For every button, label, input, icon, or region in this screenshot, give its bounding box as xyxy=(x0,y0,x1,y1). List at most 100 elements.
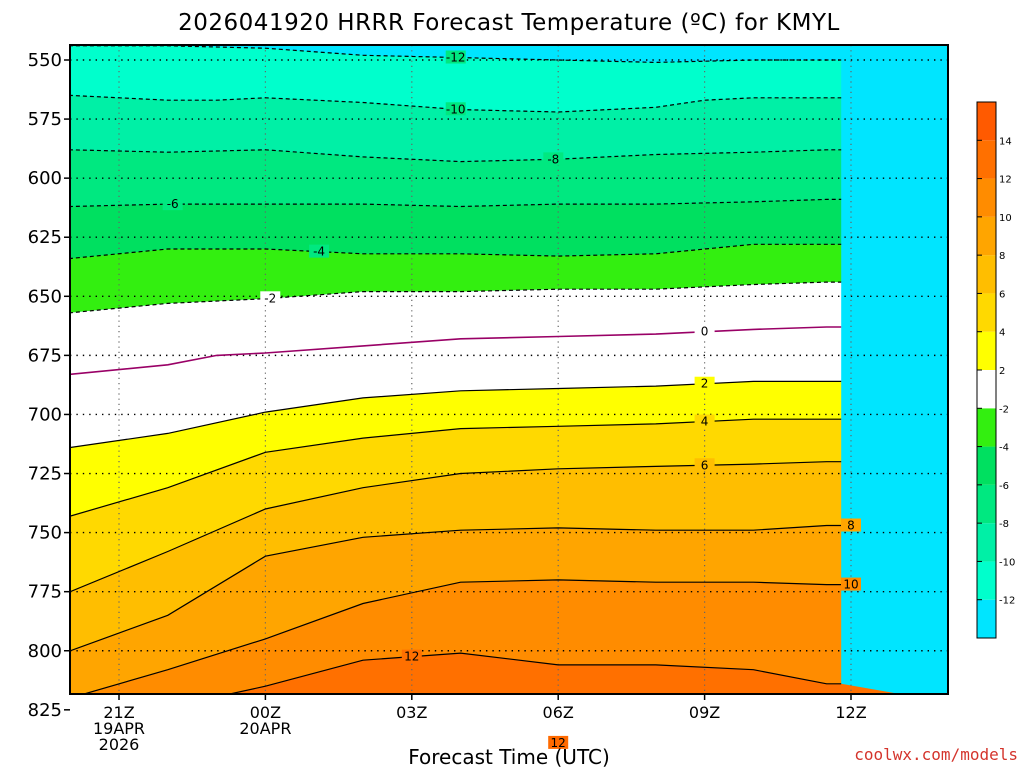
contour-label-bg xyxy=(162,197,183,211)
isotherm-6 xyxy=(70,461,842,593)
contour-label: -6 xyxy=(167,197,179,211)
isotherm--4 xyxy=(70,243,842,260)
colorbar-tick-label: 4 xyxy=(999,328,1005,339)
credit-text: coolwx.com/models xyxy=(854,745,1018,764)
isotherm--6 xyxy=(70,198,842,208)
colorbar-tick-label: 12 xyxy=(999,175,1012,186)
contour-label: 6 xyxy=(701,458,709,472)
y-tick-label: 750 xyxy=(28,523,62,544)
colorbar-tick-label: -6 xyxy=(999,481,1009,492)
contour-label-bg xyxy=(548,735,569,749)
x-tick-label: 09Z xyxy=(689,703,720,722)
y-tick-label: 625 xyxy=(28,227,62,248)
isotherm-12 xyxy=(226,652,842,694)
y-tick-label: 550 xyxy=(28,50,62,71)
contour-label-bg xyxy=(841,518,861,532)
isotherm-2 xyxy=(70,380,842,449)
contour-label-bg xyxy=(694,414,715,428)
contour-label: 10 xyxy=(843,578,858,592)
contour-label-bg xyxy=(694,324,715,338)
y-tick-label: 675 xyxy=(28,345,62,366)
x-tick-label: 06Z xyxy=(543,703,574,722)
colorbar-tick-label: -10 xyxy=(999,557,1015,568)
contour-label: 0 xyxy=(701,325,709,339)
fill-band xyxy=(70,95,842,162)
colorbar-segment xyxy=(977,599,996,638)
x-tick-label: 21Z xyxy=(103,703,134,722)
contour-label-bg xyxy=(841,577,861,591)
fill-band xyxy=(70,327,842,448)
isotherm-4 xyxy=(70,418,842,517)
colorbar-tick-label: -2 xyxy=(999,404,1009,415)
y-tick-label: 775 xyxy=(28,582,62,603)
temperature-fill-bands xyxy=(70,45,948,694)
x-tick-label: 12Z xyxy=(835,703,866,722)
colorbar-segment xyxy=(977,408,996,447)
colorbar-segment xyxy=(977,523,996,562)
y-tick-label: 600 xyxy=(28,168,62,189)
colorbar-segment xyxy=(977,216,996,256)
y-axis: 550 575 600 625 650 675 700 725 750 775 800 825 xyxy=(28,50,70,721)
y-tick-label: 575 xyxy=(28,109,62,130)
y-tick-label: 800 xyxy=(28,641,62,662)
chart-title: 2026041920 HRRR Forecast Temperature (ºC… xyxy=(178,10,840,36)
colorbar-segment xyxy=(977,331,996,370)
colorbar: -12 -10 -8 -6 -4 -2 2 4 6 8 10 12 14 xyxy=(976,101,1015,639)
isotherm-8 xyxy=(70,524,842,652)
colorbar-tick-label: 10 xyxy=(999,213,1012,224)
fill-band xyxy=(229,653,901,694)
fill-band xyxy=(70,525,842,694)
isotherm-10 xyxy=(81,579,842,694)
colorbar-segment xyxy=(977,370,996,409)
y-tick-label: 700 xyxy=(28,404,62,425)
contour-label: 12 xyxy=(551,736,566,750)
fill-band xyxy=(70,461,842,651)
contour-label-bg xyxy=(694,458,715,472)
x-axis-label: Forecast Time (UTC) xyxy=(408,745,610,768)
isotherm-0 xyxy=(70,326,842,376)
colorbar-tick-label: 8 xyxy=(999,251,1005,262)
colorbar-tick-label: 14 xyxy=(999,136,1012,147)
colorbar-segment xyxy=(977,140,996,179)
contour-label: -8 xyxy=(547,152,559,166)
x-tick-label: 2026 xyxy=(99,735,140,754)
colorbar-tick-label: -12 xyxy=(999,596,1015,607)
fill-band xyxy=(70,419,842,592)
contour-label-bg xyxy=(309,244,330,258)
isotherm--8 xyxy=(70,149,842,163)
contour-label: -4 xyxy=(313,245,325,259)
contour-label: -10 xyxy=(446,102,466,116)
contour-label: 8 xyxy=(847,519,855,533)
isotherm--2 xyxy=(70,281,842,314)
fill-band xyxy=(70,199,842,259)
y-tick-label: 725 xyxy=(28,464,62,485)
colorbar-tick-label: -8 xyxy=(999,519,1009,530)
contour-label-bg xyxy=(445,102,466,116)
x-tick-label: 20APR xyxy=(239,719,291,738)
colorbar-segment xyxy=(977,102,996,141)
contour-label-bg xyxy=(401,649,422,663)
colorbar-tick-label: 6 xyxy=(999,289,1005,300)
contour-label: 4 xyxy=(701,415,709,429)
contour-label: 12 xyxy=(404,650,419,664)
colorbar-segment xyxy=(977,178,996,217)
colorbar-tick-label: -4 xyxy=(999,443,1009,454)
colorbar-segment xyxy=(977,446,996,485)
fill-band xyxy=(83,579,842,694)
contour-label-bg xyxy=(445,50,466,64)
x-tick-label: 19APR xyxy=(93,719,145,738)
colorbar-segment xyxy=(977,484,996,524)
contour-label: 2 xyxy=(701,377,709,391)
plot-area xyxy=(70,45,948,694)
contour-label: -12 xyxy=(446,51,466,65)
y-tick-label: 825 xyxy=(28,700,62,721)
contour-label-bg xyxy=(694,376,715,390)
colorbar-segment xyxy=(977,293,996,332)
y-tick-label: 650 xyxy=(28,286,62,307)
fill-band xyxy=(70,149,842,207)
colorbar-tick-label: 2 xyxy=(999,366,1005,377)
contour-label-bg xyxy=(543,152,564,166)
colorbar-segment xyxy=(977,561,996,600)
